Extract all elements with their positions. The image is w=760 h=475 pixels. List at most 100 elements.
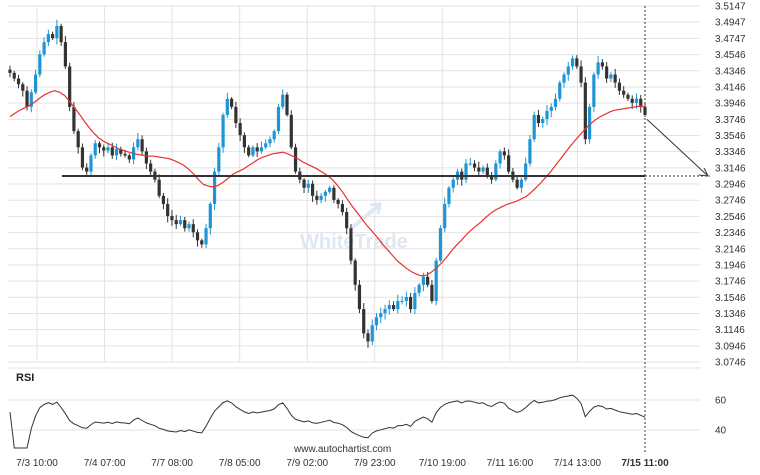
candle-down [349,228,353,261]
price-tick-label: 3.1546 [715,293,746,304]
candle-down [166,203,170,217]
candle-down [477,167,481,172]
candle-up [524,163,528,180]
candle-up [42,42,46,55]
candle-down [68,66,72,107]
candle-up [268,139,272,144]
candle-up [451,179,455,188]
candle-up [46,34,50,43]
candle-up [93,143,97,156]
candle-down [626,94,630,99]
price-tick-label: 3.2746 [715,196,746,207]
time-tick-label: 7/10 19:00 [419,458,467,469]
candle-down [102,147,106,151]
time-tick-label: 7/4 07:00 [84,458,126,469]
candle-up [306,183,310,188]
candle-up [438,228,443,261]
candle-down [345,212,349,229]
candle-down [613,74,617,83]
candle-up [272,131,276,140]
candle-up [404,296,408,302]
candle-down [630,98,634,103]
candle-up [208,203,212,229]
time-tick-label: 7/14 13:00 [554,458,602,469]
candle-up [570,58,575,67]
candle-up [596,62,600,75]
candle-down [12,72,16,79]
time-tick-label: 7/15 11:00 [621,458,669,469]
candle-up [541,119,545,124]
candle-up [187,224,191,229]
candle-down [340,203,345,213]
watermark: WhiteTrade [300,231,408,253]
price-tick-label: 3.2346 [715,228,746,239]
candle-up [421,276,425,285]
candle-up [413,292,417,310]
candle-down [80,147,85,168]
candle-down [8,69,12,73]
candle-down [110,147,114,156]
time-tick-label: 7/9 02:00 [286,458,328,469]
candle-down [247,147,251,156]
candle-down [472,163,477,168]
price-tick-label: 3.0746 [715,358,746,369]
candle-down [25,90,29,107]
candle-up [328,187,332,192]
candle-up [276,106,281,132]
candle-down [507,155,511,172]
candle-up [562,74,566,83]
price-axis: 3.5147 3.4947 3.4747 3.4546 3.4346 3.4146 3.39… [715,2,746,369]
price-tick-label: 3.2146 [715,244,746,255]
footer-credit: www.autochartist.com [293,444,391,455]
time-tick-label: 7/8 05:00 [219,458,261,469]
candle-down [430,284,434,302]
candle-down [315,195,319,200]
candle-down [230,98,234,107]
candle-up [532,114,536,140]
candle-up [29,92,33,107]
candle-down [149,163,153,172]
candle-up [204,228,208,245]
candle-up [545,110,549,120]
candle-up [281,94,285,107]
candle-down [575,58,579,67]
candle-up [387,305,391,310]
price-tick-label: 3.3146 [715,163,746,174]
candle-down [332,187,336,200]
candle-down [161,195,166,204]
price-tick-label: 3.4546 [715,50,746,61]
price-tick-label: 3.5147 [715,2,746,13]
candle-up [38,54,42,75]
candle-down [583,82,587,140]
candle-up [374,317,379,326]
candle-down [170,216,174,221]
candle-down [200,240,204,245]
candle-down [605,66,609,79]
time-tick-label: 7/7 08:00 [151,458,193,469]
candle-up [434,260,438,302]
candle-up [519,179,524,188]
candle-up [400,301,404,303]
candle-down [238,123,242,136]
candle-down [85,167,89,172]
candle-up [319,195,323,200]
candle-down [51,34,55,39]
candle-down [21,84,25,91]
candle-up [217,147,221,172]
price-tick-label: 3.1346 [715,309,746,320]
candle-up [558,82,562,99]
time-tick-label: 7/3 10:00 [16,458,58,469]
candle-up [264,143,268,148]
candle-down [391,305,396,310]
candle-down [336,199,340,204]
projection-arrowhead-icon [698,167,709,177]
candle-up [587,106,592,140]
candle-down [502,151,506,156]
rsi-label: RSI [16,372,34,384]
candle-up [383,309,387,314]
candle-down [242,135,246,148]
candle-down [157,179,161,196]
candle-up [221,114,225,148]
candle-up [33,74,38,93]
candle-down [144,151,148,164]
